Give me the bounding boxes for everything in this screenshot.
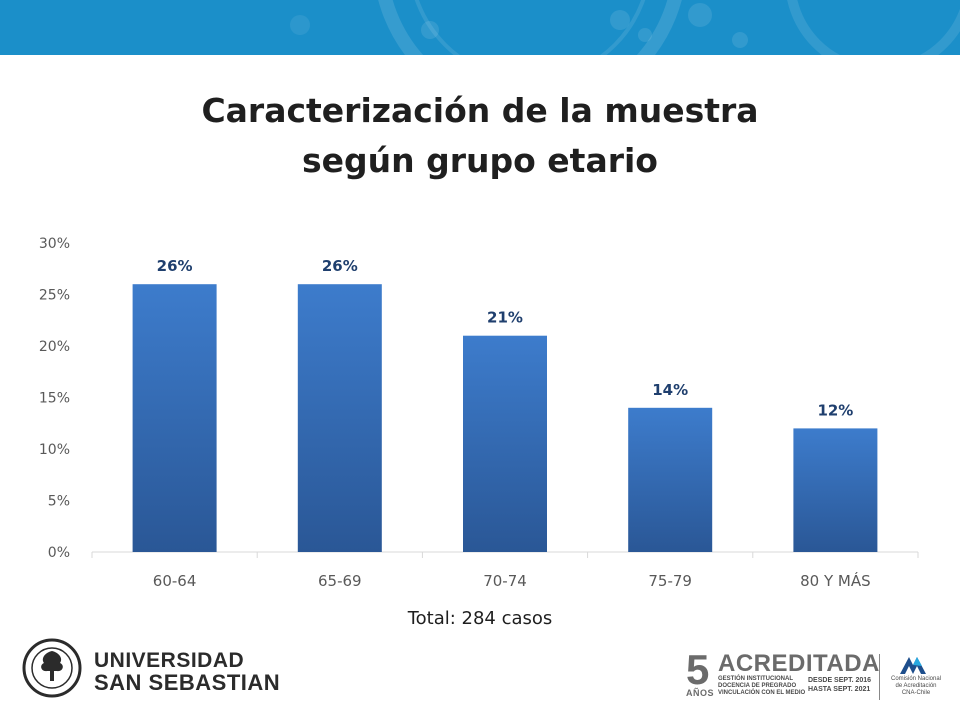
data-label: 26%: [322, 257, 358, 275]
x-tick-label: 65-69: [318, 572, 362, 590]
bar-chart: 0% 5% 10% 15% 20% 25% 30% 26% 26% 21% 14% 12% 60-6…: [39, 236, 919, 590]
bar-70-74: [463, 335, 547, 552]
data-label: 21%: [487, 309, 523, 327]
sample-total: Total: 284 casos: [407, 608, 553, 629]
x-tick-label: 80 Y MÁS: [800, 571, 871, 590]
university-name-line-1: UNIVERSIDAD: [94, 649, 245, 672]
badge-divider: [879, 654, 880, 700]
x-axis-ticks: [91, 552, 919, 558]
bars: 26% 26% 21% 14% 12%: [132, 257, 878, 552]
accreditation-area: VINCULACIÓN CON EL MEDIO: [718, 690, 806, 696]
x-tick-label: 70-74: [483, 572, 527, 590]
x-axis: 60-64 65-69 70-74 75-79 80 Y MÁS: [153, 571, 871, 590]
cna-logo-icon: [900, 657, 926, 674]
header-banner: [0, 0, 960, 55]
accreditation-areas: GESTIÓN INSTITUCIONAL DOCENCIA DE PREGRA…: [718, 676, 805, 697]
university-seal-logo: [22, 638, 82, 698]
chart-title: Caracterización de la muestra según grup…: [0, 86, 960, 186]
chart-title-line-2: según grupo etario: [302, 141, 658, 180]
bar-75-79: [628, 407, 713, 552]
x-tick-label: 60-64: [153, 572, 197, 590]
data-label: 12%: [817, 401, 853, 419]
y-tick-label: 15%: [39, 391, 70, 407]
data-label: 26%: [157, 257, 193, 275]
bar-65-69: [297, 284, 382, 552]
cna-line: Comisión Nacional: [890, 676, 942, 682]
y-tick-label: 20%: [39, 339, 70, 355]
accreditation-area: DOCENCIA DE PREGRADO: [718, 683, 797, 689]
accreditation-years-label: AÑOS: [686, 688, 715, 698]
y-tick-label: 0%: [48, 545, 70, 561]
accreditation-years: 5: [686, 646, 710, 693]
banner-pattern: [290, 0, 960, 55]
x-tick-label: 75-79: [648, 572, 692, 590]
y-axis: 0% 5% 10% 15% 20% 25% 30%: [39, 236, 70, 561]
bar-80-y-más: [793, 428, 878, 552]
data-label: 14%: [652, 381, 688, 399]
chart-title-line-1: Caracterización de la muestra: [201, 91, 759, 130]
y-tick-label: 25%: [39, 288, 70, 304]
accreditation-area: GESTIÓN INSTITUCIONAL: [718, 676, 793, 682]
accreditation-date-from: DESDE SEPT. 2016: [808, 677, 872, 684]
accreditation-dates: DESDE SEPT. 2016 HASTA SEPT. 2021: [808, 676, 871, 694]
cna-line: CNA-Chile: [901, 690, 931, 696]
y-tick-label: 10%: [39, 442, 70, 458]
y-tick-label: 30%: [39, 236, 70, 252]
accreditation-date-to: HASTA SEPT. 2021: [808, 686, 871, 693]
y-tick-label: 5%: [48, 494, 70, 510]
bar-60-64: [132, 284, 217, 552]
university-name-line-2: SAN SEBASTIAN: [94, 670, 281, 695]
university-name: UNIVERSIDAD SAN SEBASTIAN: [94, 650, 280, 694]
accreditation-badge: 5 AÑOS ACREDITADA GESTIÓN INSTITUCIONAL …: [686, 646, 948, 704]
cna-line: de Acreditación: [895, 683, 937, 689]
cna-agency-text: Comisión Nacional de Acreditación CNA-Ch…: [885, 676, 947, 697]
accreditation-word: ACREDITADA: [718, 650, 880, 677]
